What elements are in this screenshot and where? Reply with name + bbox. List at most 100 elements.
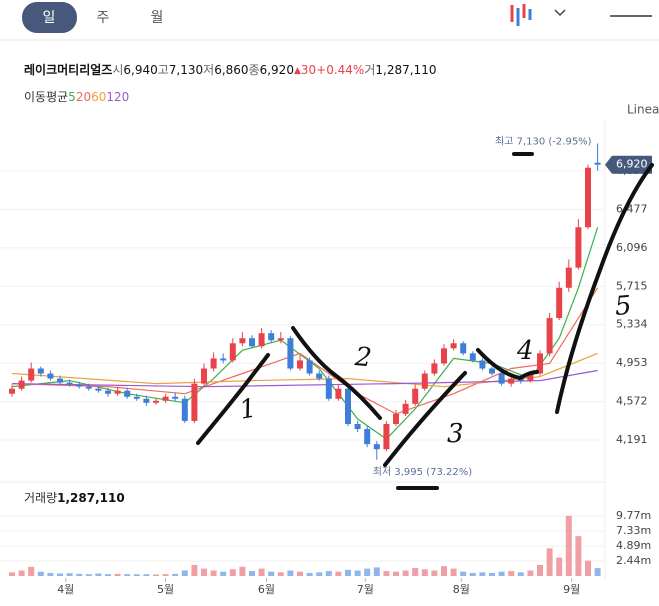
volume-bar (268, 571, 275, 576)
volume-bar (546, 548, 553, 576)
volume-bar (124, 574, 131, 576)
volume-total: 1,287,110 (57, 491, 125, 505)
candle-body (431, 363, 438, 374)
hand-stroke (476, 348, 539, 380)
candle-body (287, 338, 294, 369)
volume-bar (229, 569, 236, 576)
volume-bar (489, 572, 495, 576)
volume-title: 거래량1,287,110 (24, 491, 125, 505)
volume-bar (66, 573, 73, 576)
volume-bar (105, 574, 111, 576)
ma-legend-item: 20 (76, 90, 91, 104)
volume-bar (28, 566, 35, 576)
candle-body (556, 287, 563, 319)
volume-bar (143, 574, 150, 576)
tab[interactable]: 월 (151, 10, 164, 26)
volume-bar (172, 573, 179, 576)
candle-body (498, 373, 505, 384)
volume-bar (517, 572, 524, 576)
summary-value: 6,920 (260, 63, 294, 77)
volume-bar (508, 571, 515, 576)
ma-legend-item: 5 (68, 90, 76, 104)
candle-body (441, 348, 447, 364)
volume-bar (287, 570, 294, 576)
scale-label[interactable]: Linear (627, 103, 659, 117)
tab[interactable]: 일 (43, 10, 56, 26)
candle-body (335, 388, 342, 399)
candle-body (306, 360, 313, 374)
candle-body (153, 400, 159, 403)
volume-bar (556, 557, 563, 576)
candle-body (373, 444, 380, 450)
volume-bar (441, 566, 447, 576)
y-tick-label: 9.77m (616, 509, 651, 522)
y-tick-label: 4,953 (616, 356, 648, 369)
candle-body (210, 358, 217, 369)
hand-digit: 1 (237, 393, 259, 425)
hand-digit: 4 (516, 336, 534, 366)
volume-bar (18, 570, 25, 576)
volume-bar (364, 568, 371, 576)
candle-body (364, 429, 371, 445)
volume-bar (47, 572, 54, 576)
candle-body (66, 382, 73, 385)
volume-bar (95, 573, 102, 576)
stock-summary: 레이크머티리얼즈시6,940고7,130저6,860종6,920▲30+0.44… (24, 62, 436, 77)
candle-body (181, 398, 188, 421)
y-tick-label: 5,715 (616, 279, 648, 292)
x-tick-label: 7월 (357, 583, 374, 596)
candle-body (489, 368, 495, 374)
volume-bar (393, 571, 399, 576)
candle-body (9, 388, 15, 394)
candle-body (316, 373, 323, 379)
stock-name: 레이크머티리얼즈 (24, 62, 112, 77)
candle-body (268, 333, 275, 341)
candle-body (537, 353, 543, 374)
volume-bar (76, 573, 83, 576)
candle-body (565, 267, 572, 288)
x-tick-label: 5월 (157, 583, 174, 596)
candle-body (421, 373, 428, 389)
candle-body (201, 368, 207, 384)
hand-digit: 3 (447, 419, 464, 449)
high-label: 최고 7,130 (-2.95%) (495, 136, 592, 148)
ma-legend-item: 120 (106, 90, 129, 104)
candle-body (479, 360, 486, 369)
summary-value: 6,860 (214, 63, 248, 77)
volume-bar (85, 574, 92, 576)
hand-stroke (291, 326, 382, 420)
x-tick-label: 6월 (258, 583, 275, 596)
summary-label: 시 (112, 63, 123, 77)
ma-line (11, 369, 598, 388)
candle-body (47, 373, 54, 379)
hand-digit: 5 (614, 291, 633, 322)
summary-value: 7,130 (169, 63, 203, 77)
hand-stroke (555, 163, 654, 414)
candle-body (95, 388, 102, 391)
y-tick-label: 4.89m (616, 539, 651, 552)
candle-body (527, 373, 534, 381)
volume-bar (498, 571, 505, 576)
candle-body (76, 384, 83, 387)
volume-bar (57, 573, 63, 576)
chart-type-icon[interactable] (510, 4, 532, 26)
tab[interactable]: 주 (97, 10, 110, 26)
ma-title: 이동평균 (24, 90, 68, 104)
volume-bar (239, 566, 246, 576)
tab-selected[interactable] (22, 2, 77, 33)
candle-body (114, 390, 121, 394)
x-tick-label: 8월 (453, 583, 470, 596)
y-tick-label: 4,191 (616, 433, 648, 446)
candle-body (354, 423, 361, 430)
volume-bar (431, 570, 438, 576)
volume-bar (277, 572, 284, 576)
candle-body (239, 338, 246, 344)
x-tick-label: 4월 (57, 583, 74, 596)
candle-body (124, 390, 131, 397)
candle-body (345, 388, 351, 424)
volume-bar (412, 568, 419, 576)
dropdown-chevron[interactable] (554, 9, 566, 17)
volume-bar (9, 572, 15, 576)
ma-legend-item: 60 (91, 90, 106, 104)
